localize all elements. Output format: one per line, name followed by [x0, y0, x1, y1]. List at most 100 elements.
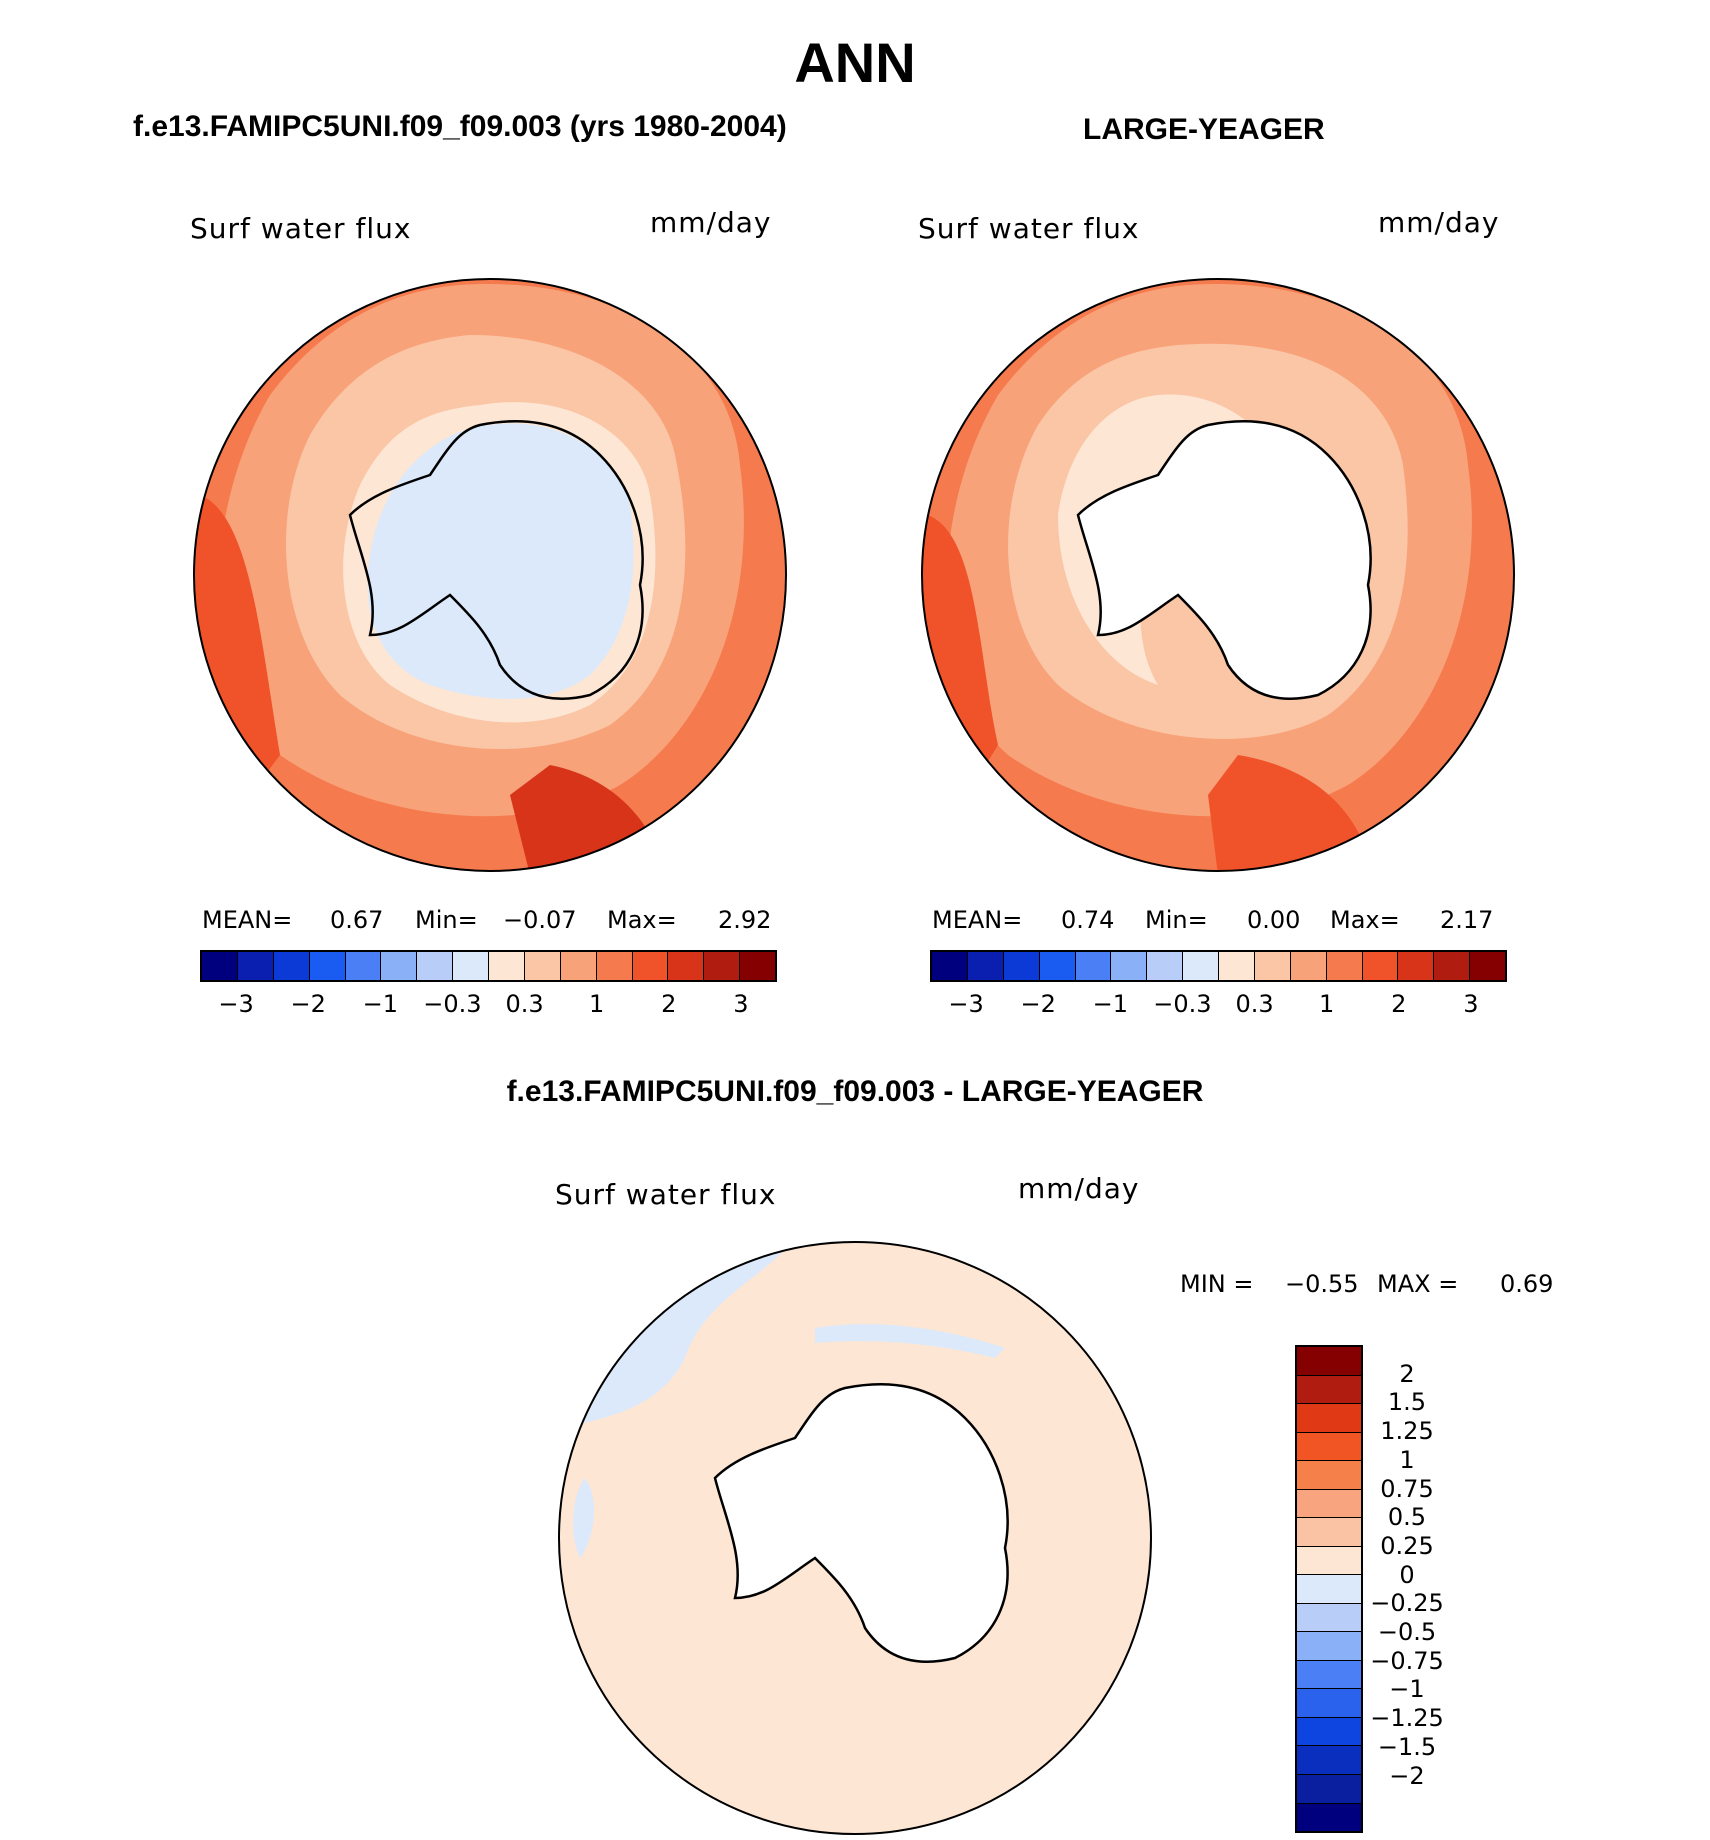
panel1-colorbar	[200, 950, 777, 982]
panel2-polar-map	[921, 278, 1515, 872]
colorbar-tick-label: 0.3	[505, 990, 544, 1018]
colorbar-swatch	[1003, 952, 1040, 980]
panel3-min-label: MIN =	[1180, 1270, 1254, 1298]
panel2-units-label: mm/day	[1378, 206, 1500, 239]
colorbar-swatch	[1297, 1746, 1361, 1775]
colorbar-swatch	[1039, 952, 1076, 980]
colorbar-swatch	[489, 952, 525, 980]
colorbar-tick-label: −1.5	[1377, 1732, 1437, 1761]
colorbar-swatch	[1297, 1717, 1361, 1747]
panel3-title: f.e13.FAMIPC5UNI.f09_f09.003 - LARGE-YEA…	[506, 1075, 1204, 1108]
colorbar-swatch	[1183, 952, 1219, 980]
panel3-variable-label: Surf water flux	[555, 1178, 777, 1211]
colorbar-swatch	[453, 952, 489, 980]
colorbar-swatch	[1111, 952, 1148, 980]
colorbar-tick-label: −2	[1389, 1761, 1425, 1790]
colorbar-swatch	[1297, 1347, 1361, 1376]
panel3-colorbar	[1295, 1345, 1363, 1833]
colorbar-tick-label: 2	[661, 990, 677, 1018]
colorbar-swatch	[1297, 1461, 1361, 1490]
colorbar-tick-label: −0.3	[423, 990, 482, 1018]
panel3-max-value: 0.69	[1500, 1270, 1554, 1298]
colorbar-swatch	[632, 952, 669, 980]
panel2-mean-label: MEAN=	[932, 906, 1023, 934]
colorbar-tick-label: 0.75	[1380, 1474, 1434, 1503]
colorbar-swatch	[1362, 952, 1399, 980]
colorbar-swatch	[417, 952, 454, 980]
colorbar-tick-label: 0.25	[1380, 1531, 1434, 1560]
colorbar-swatch	[1297, 1689, 1361, 1718]
colorbar-swatch	[668, 952, 705, 980]
colorbar-swatch	[345, 952, 382, 980]
colorbar-swatch	[237, 952, 274, 980]
panel3-colorbar-ticks: 2 1.5 1.25 1 0.75 0.5 0.25 0 −0.25 −0.5 −0.75 −1 −1.…	[1352, 1345, 1462, 1833]
colorbar-swatch	[1254, 952, 1291, 980]
colorbar-tick-label: −2	[1020, 990, 1056, 1018]
panel1-colorbar-ticks: −3 −2 −1 −0.3 0.3 1 2 3	[200, 990, 777, 1020]
colorbar-swatch	[309, 952, 346, 980]
panel2-mean-value: 0.74	[1061, 906, 1115, 934]
colorbar-tick-label: −3	[218, 990, 254, 1018]
panel2-title: LARGE-YEAGER	[1083, 113, 1325, 146]
colorbar-tick-label: −1	[1389, 1675, 1425, 1704]
panel3-min-value: −0.55	[1285, 1270, 1359, 1298]
colorbar-swatch	[967, 952, 1004, 980]
colorbar-swatch	[1297, 1632, 1361, 1661]
colorbar-tick-label: −0.3	[1153, 990, 1212, 1018]
colorbar-swatch	[1297, 1432, 1361, 1462]
panel1-polar-map	[193, 278, 787, 872]
panel2-colorbar-ticks: −3 −2 −1 −0.3 0.3 1 2 3	[930, 990, 1507, 1020]
colorbar-swatch	[273, 952, 310, 980]
colorbar-swatch	[1297, 1803, 1361, 1832]
colorbar-tick-label: 2	[1391, 990, 1407, 1018]
colorbar-tick-label: −2	[290, 990, 326, 1018]
colorbar-swatch	[932, 952, 968, 980]
panel3-polar-map	[558, 1241, 1152, 1835]
colorbar-swatch	[381, 952, 418, 980]
colorbar-swatch	[1297, 1546, 1361, 1576]
panel2-max-value: 2.17	[1440, 906, 1494, 934]
colorbar-swatch	[1398, 952, 1435, 980]
colorbar-tick-label: 1	[589, 990, 605, 1018]
colorbar-swatch	[1075, 952, 1112, 980]
panel1-mean-value: 0.67	[330, 906, 384, 934]
colorbar-tick-label: 0.3	[1235, 990, 1274, 1018]
colorbar-tick-label: 1.5	[1387, 1388, 1427, 1417]
panel2-min-label: Min=	[1145, 906, 1208, 934]
panel1-max-value: 2.92	[718, 906, 772, 934]
panel3-units-label: mm/day	[1018, 1172, 1140, 1205]
colorbar-swatch	[740, 952, 775, 980]
colorbar-tick-label: 1	[1319, 990, 1335, 1018]
colorbar-tick-label: −0.5	[1377, 1618, 1437, 1647]
colorbar-swatch	[524, 952, 561, 980]
panel1-title: f.e13.FAMIPC5UNI.f09_f09.003 (yrs 1980-2…	[133, 110, 787, 143]
panel2-colorbar	[930, 950, 1507, 982]
panel1-units-label: mm/day	[650, 206, 772, 239]
colorbar-swatch	[1297, 1603, 1361, 1633]
colorbar-swatch	[1434, 952, 1471, 980]
colorbar-tick-label: −1.25	[1370, 1704, 1444, 1733]
colorbar-swatch	[1297, 1404, 1361, 1433]
colorbar-tick-label: −0.25	[1370, 1589, 1444, 1618]
colorbar-tick-label: 1	[1399, 1445, 1415, 1474]
colorbar-swatch	[1147, 952, 1184, 980]
colorbar-tick-label: 3	[1463, 990, 1479, 1018]
panel2-min-value: 0.00	[1247, 906, 1301, 934]
colorbar-tick-label: −3	[948, 990, 984, 1018]
panel1-min-label: Min=	[415, 906, 478, 934]
colorbar-tick-label: 3	[733, 990, 749, 1018]
panel1-variable-label: Surf water flux	[190, 212, 412, 245]
colorbar-tick-label: −0.75	[1370, 1646, 1444, 1675]
colorbar-swatch	[704, 952, 741, 980]
colorbar-swatch	[1326, 952, 1363, 980]
colorbar-swatch	[1297, 1489, 1361, 1519]
colorbar-swatch	[1470, 952, 1505, 980]
colorbar-tick-label: 1.25	[1380, 1417, 1434, 1446]
panel1-mean-label: MEAN=	[202, 906, 293, 934]
colorbar-swatch	[1297, 1518, 1361, 1547]
colorbar-swatch	[1297, 1575, 1361, 1604]
colorbar-swatch	[1290, 952, 1327, 980]
panel2-variable-label: Surf water flux	[918, 212, 1140, 245]
colorbar-swatch	[1297, 1375, 1361, 1405]
colorbar-swatch	[1219, 952, 1255, 980]
